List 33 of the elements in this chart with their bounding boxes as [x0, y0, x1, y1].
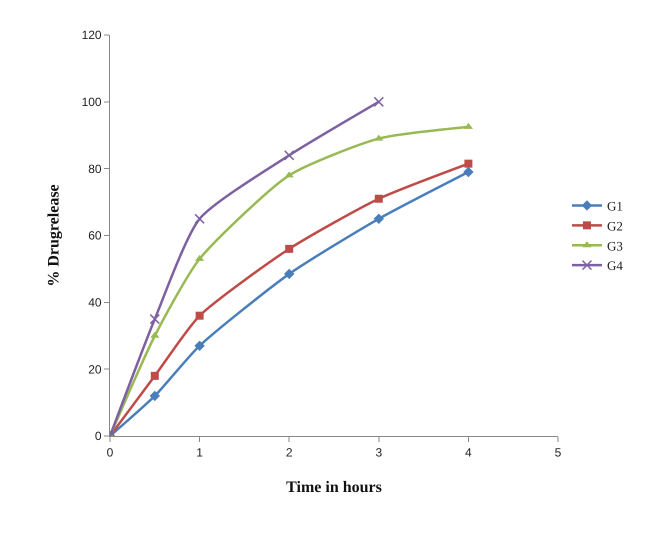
x-axis-title: Time in hours: [286, 479, 382, 496]
point: [194, 340, 205, 351]
x-tick-label: 1: [196, 445, 204, 460]
legend-label: G4: [606, 258, 624, 274]
point: [285, 244, 294, 253]
x-tick-label: 3: [375, 445, 382, 460]
y-tick-label: 20: [88, 362, 102, 376]
point: [464, 160, 472, 168]
y-tick-label: 60: [88, 228, 102, 243]
y-tick-label: 40: [88, 296, 102, 310]
point: [284, 150, 294, 161]
legend-label: G2: [606, 218, 623, 234]
y-axis-title: % Drugrelease: [45, 184, 62, 287]
x-tick-label: 2: [286, 445, 293, 460]
point: [284, 268, 294, 280]
legend-label: G1: [606, 198, 623, 214]
y-tick-label: 0: [94, 429, 102, 444]
point: [194, 214, 205, 224]
x-tick-label: 4: [465, 445, 472, 460]
x-tick-label: 0: [106, 445, 114, 460]
point: [463, 166, 474, 178]
point: [374, 194, 383, 203]
legend-label: G3: [606, 238, 623, 254]
x-tick-label: 5: [554, 445, 562, 460]
point: [150, 390, 160, 402]
y-tick-label: 80: [88, 162, 102, 176]
point: [196, 312, 204, 320]
point: [374, 96, 384, 108]
point: [150, 314, 160, 324]
y-tick-label: 100: [82, 95, 102, 110]
point: [374, 214, 384, 224]
y-tick-label: 120: [82, 28, 102, 42]
point: [150, 372, 159, 380]
